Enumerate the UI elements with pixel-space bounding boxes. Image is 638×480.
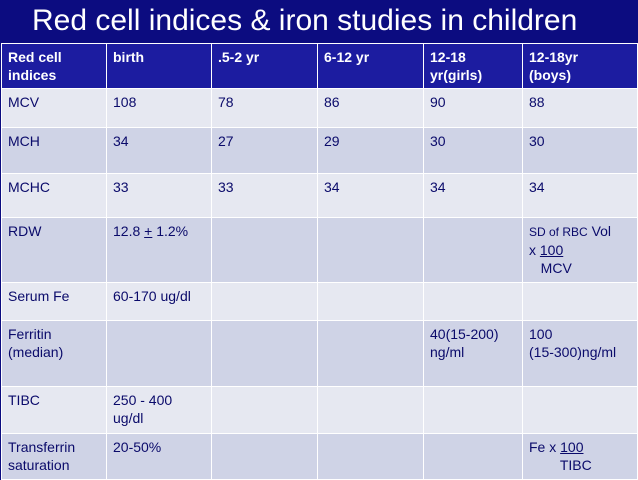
rdw-formula-numerator: 100 xyxy=(539,242,564,258)
table-cell: Fe x 100 TIBC xyxy=(522,433,638,480)
row-label: Serum Fe xyxy=(1,282,107,321)
row-label: MCHC xyxy=(1,173,107,218)
table-cell xyxy=(211,433,318,480)
table-cell xyxy=(317,282,424,321)
table-cell: 34 xyxy=(522,173,638,218)
table-cell: 88 xyxy=(522,88,638,128)
row-label: TIBC xyxy=(1,386,107,434)
table-cell: 34 xyxy=(317,173,424,218)
table-cell: 29 xyxy=(317,127,424,174)
table-cell xyxy=(317,433,424,480)
table-cell: 20-50% xyxy=(106,433,212,480)
table-cell: 40(15-200) ng/ml xyxy=(423,320,523,387)
table-cell xyxy=(211,217,318,283)
table-cell xyxy=(317,320,424,387)
table-cell xyxy=(211,386,318,434)
table-row: RDW 12.8 + 1.2% SD of RBC Vol x 100 MCV xyxy=(1,217,638,283)
table-cell: 12.8 + 1.2% xyxy=(106,217,212,283)
rdw-formula-part: SD of RBC xyxy=(529,225,588,239)
table-cell xyxy=(317,217,424,283)
table-cell: 27 xyxy=(211,127,318,174)
table-cell xyxy=(522,386,638,434)
table-cell xyxy=(423,217,523,283)
slide-title: Red cell indices & iron studies in child… xyxy=(32,4,578,37)
header-cell: birth xyxy=(106,43,212,89)
table-cell xyxy=(106,320,212,387)
header-cell: .5-2 yr xyxy=(211,43,318,89)
table-cell xyxy=(423,282,523,321)
table-cell: SD of RBC Vol x 100 MCV xyxy=(522,217,638,283)
table-cell: 30 xyxy=(423,127,523,174)
row-label: MCH xyxy=(1,127,107,174)
table-cell: 34 xyxy=(106,127,212,174)
tsat-formula-numerator: 100 xyxy=(560,439,584,455)
table-cell: 30 xyxy=(522,127,638,174)
row-label: RDW xyxy=(1,217,107,283)
table-cell: 90 xyxy=(423,88,523,128)
row-label: MCV xyxy=(1,88,107,128)
rdw-value: 12.8 xyxy=(113,223,145,239)
table-cell xyxy=(423,386,523,434)
plus-minus-sign: + xyxy=(144,223,153,239)
header-row: Red cell indices birth .5-2 yr 6-12 yr 1… xyxy=(1,43,638,89)
rdw-range: 1.2% xyxy=(152,223,189,239)
table-cell: 108 xyxy=(106,88,212,128)
table-cell xyxy=(423,433,523,480)
table-row: Ferritin (median) 40(15-200) ng/ml 100 (… xyxy=(1,320,638,387)
table-cell: 33 xyxy=(106,173,212,218)
table-cell: 86 xyxy=(317,88,424,128)
table-row: Serum Fe 60-170 ug/dl xyxy=(1,282,638,321)
table-row: MCHC 33 33 34 34 34 xyxy=(1,173,638,218)
header-cell: 12-18yr (boys) xyxy=(522,43,638,89)
table-cell: 78 xyxy=(211,88,318,128)
table-row: TIBC 250 - 400 ug/dl xyxy=(1,386,638,434)
rdw-formula-denominator: MCV xyxy=(529,260,572,276)
table-cell: 100 (15-300)ng/ml xyxy=(522,320,638,387)
tsat-formula-part: Fe x xyxy=(529,439,561,455)
table-row: MCH 34 27 29 30 30 xyxy=(1,127,638,174)
table-cell: 33 xyxy=(211,173,318,218)
rdw-formula-part: x xyxy=(529,242,540,258)
rdw-formula-part: Vol xyxy=(587,223,612,239)
table-cell: 34 xyxy=(423,173,523,218)
table-cell xyxy=(317,386,424,434)
indices-table: Red cell indices birth .5-2 yr 6-12 yr 1… xyxy=(1,43,638,480)
table-cell xyxy=(211,320,318,387)
header-cell: 6-12 yr xyxy=(317,43,424,89)
header-cell: 12-18 yr(girls) xyxy=(423,43,523,89)
table-row: Transferrin saturation 20-50% Fe x 100 T… xyxy=(1,433,638,480)
table-cell: 60-170 ug/dl xyxy=(106,282,212,321)
row-label: Transferrin saturation xyxy=(1,433,107,480)
tsat-formula-denominator: TIBC xyxy=(529,457,592,473)
table-row: MCV 108 78 86 90 88 xyxy=(1,88,638,128)
table-cell xyxy=(522,282,638,321)
row-label: Ferritin (median) xyxy=(1,320,107,387)
header-cell: Red cell indices xyxy=(1,43,107,89)
table-cell: 250 - 400 ug/dl xyxy=(106,386,212,434)
table-cell xyxy=(211,282,318,321)
